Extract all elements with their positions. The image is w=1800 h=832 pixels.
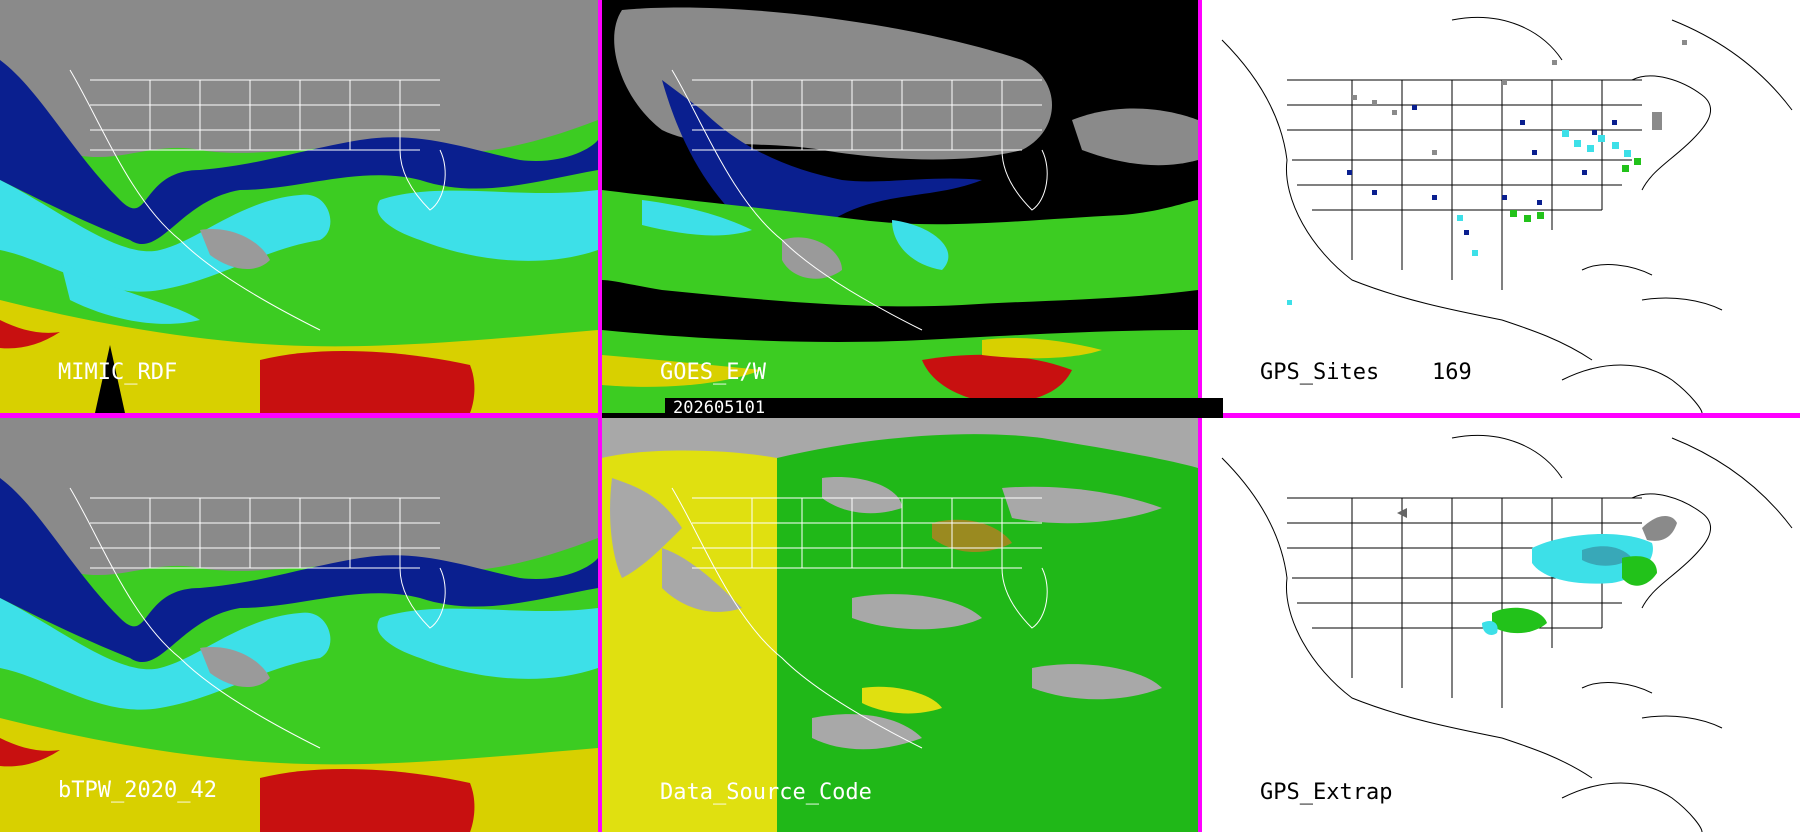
goes-map	[602, 0, 1198, 413]
panel-goes: GOES_E/W	[602, 0, 1198, 413]
gps-extrap-label: GPS_Extrap	[1260, 780, 1393, 805]
divider-horizontal-right	[1202, 413, 1800, 418]
gps-sites-label: GPS_Sites	[1260, 360, 1380, 385]
mimic-rdf-label: MIMIC_RDF	[58, 360, 178, 385]
timestamp-text: 202605101	[673, 398, 766, 418]
panel-mimic-rdf: MIMIC_RDF	[0, 0, 598, 413]
panel-gps-extrap: GPS_Extrap	[1202, 418, 1800, 832]
data-source-label: Data_Source_Code	[660, 780, 872, 805]
gps-sites-map	[1202, 0, 1800, 413]
goes-label: GOES_E/W	[660, 360, 766, 385]
timestamp-bar: 202605101	[665, 398, 1223, 418]
data-source-map	[602, 418, 1198, 832]
gps-sites-count: 169	[1432, 360, 1472, 385]
divider-horizontal-left	[0, 413, 598, 418]
btpw-label: bTPW_2020_42	[58, 778, 217, 803]
gps-extrap-map	[1202, 418, 1800, 832]
panel-data-source: Data_Source_Code	[602, 418, 1198, 832]
btpw-map	[0, 418, 598, 832]
divider-vertical-left	[598, 0, 602, 832]
panel-gps-sites: GPS_Sites 169	[1202, 0, 1800, 413]
mimic-rdf-map	[0, 0, 598, 413]
panel-btpw: bTPW_2020_42	[0, 418, 598, 832]
